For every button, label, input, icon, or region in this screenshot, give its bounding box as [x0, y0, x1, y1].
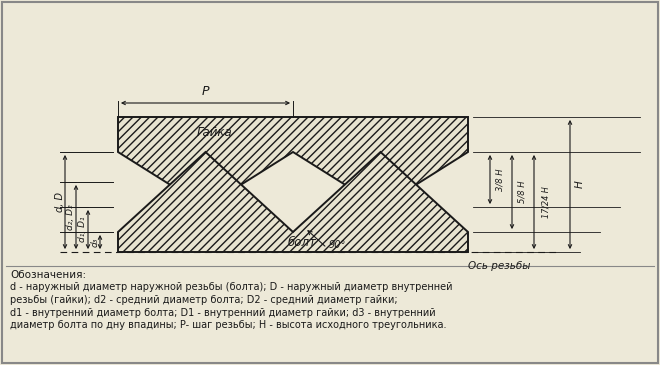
- Text: d1 - внутренний диаметр болта; D1 - внутренний диаметр гайки; d3 - внутренний: d1 - внутренний диаметр болта; D1 - внут…: [10, 307, 436, 318]
- Text: 90°: 90°: [329, 240, 346, 250]
- Text: болт: болт: [287, 235, 316, 249]
- Text: резьбы (гайки); d2 - средний диаметр болта; D2 - средний диаметр гайки;: резьбы (гайки); d2 - средний диаметр бол…: [10, 295, 397, 305]
- Text: d₁, D₁: d₁, D₁: [79, 217, 88, 242]
- Text: Ось резьбы: Ось резьбы: [468, 261, 531, 271]
- Text: d, D: d, D: [55, 192, 65, 212]
- Text: диаметр болта по дну впадины; P- шаг резьбы; Н - высота исходного треугольника.: диаметр болта по дну впадины; P- шаг рез…: [10, 320, 447, 330]
- Text: d₃: d₃: [90, 237, 100, 247]
- Text: Гайка: Гайка: [197, 126, 232, 139]
- Polygon shape: [118, 152, 468, 252]
- Polygon shape: [118, 117, 468, 207]
- Text: P: P: [202, 85, 209, 98]
- Text: 17/24 H: 17/24 H: [541, 186, 550, 218]
- Text: Обозначения:: Обозначения:: [10, 270, 86, 280]
- Text: d₂, D₂: d₂, D₂: [67, 204, 75, 230]
- Text: d - наружный диаметр наружной резьбы (болта); D - наружный диаметр внутренней: d - наружный диаметр наружной резьбы (бо…: [10, 283, 453, 292]
- Text: 3/8 H: 3/8 H: [496, 168, 504, 191]
- Text: H: H: [575, 181, 585, 188]
- Text: 5/8 H: 5/8 H: [517, 181, 527, 203]
